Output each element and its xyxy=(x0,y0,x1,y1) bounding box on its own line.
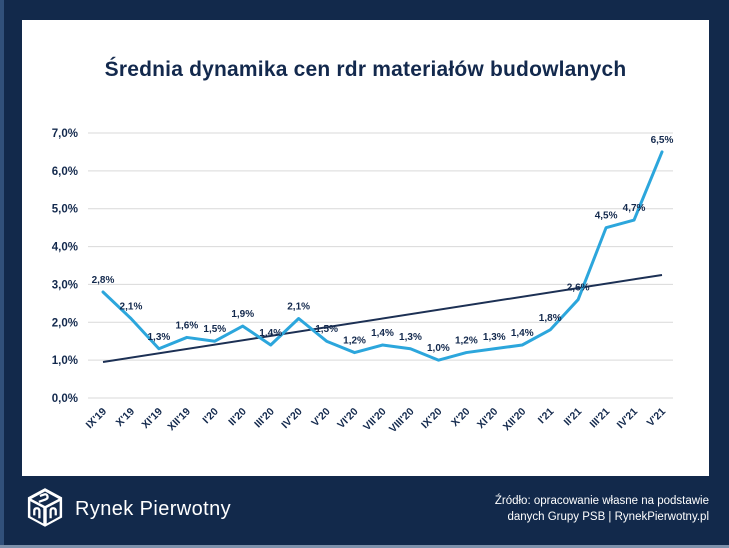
x-axis-tick-label: IX'19 xyxy=(84,406,110,432)
y-axis-tick-label: 5,0% xyxy=(52,204,78,216)
cube-logo-icon xyxy=(27,488,63,527)
data-point-label: 1,5% xyxy=(315,324,338,335)
arch-glyph-right xyxy=(49,507,57,519)
x-axis-tick-label: XII'20 xyxy=(501,406,529,434)
data-point-label: 1,9% xyxy=(231,309,254,320)
data-point-label: 1,3% xyxy=(483,332,506,343)
data-point-label: 6,5% xyxy=(651,135,674,146)
brand-logo: Rynek Pierwotny xyxy=(26,487,231,531)
data-point-label: 1,4% xyxy=(259,328,282,339)
x-axis-tick-label: III'20 xyxy=(252,406,277,431)
data-point-label: 1,3% xyxy=(399,332,422,343)
y-axis-tick-label: 7,0% xyxy=(52,128,78,140)
y-axis-tick-label: 4,0% xyxy=(52,242,78,254)
x-axis-tick-label: VI'20 xyxy=(335,406,361,432)
x-axis-tick-label: X'19 xyxy=(114,406,138,430)
x-axis-tick-label: II'21 xyxy=(562,406,585,429)
x-axis-tick-label: I'20 xyxy=(200,406,221,427)
trend-line xyxy=(102,273,663,364)
data-point-label: 4,5% xyxy=(595,211,618,222)
y-axis-tick-label: 2,0% xyxy=(52,317,78,329)
price-dynamics-chart: 7,0% 6,0% 5,0% 4,0% 3,0% 2,0% 1,0% 0,0% IX'19 X'1… xyxy=(52,128,674,436)
data-point-label: 1,6% xyxy=(175,320,198,331)
y-axis-tick-label: 3,0% xyxy=(52,279,78,291)
arch-glyph-top xyxy=(38,493,49,503)
x-axis-tick-label: X'20 xyxy=(449,406,473,430)
x-axis-tick-label: XI'20 xyxy=(475,406,501,432)
y-axis-tick-label: 0,0% xyxy=(52,393,78,405)
data-point-label: 1,5% xyxy=(203,324,226,335)
x-axis-tick-label: V'21 xyxy=(645,406,669,430)
x-axis-tick-label: V'20 xyxy=(309,406,333,430)
x-axis-tick-label: XII'19 xyxy=(165,406,193,434)
bottom-edge-accent xyxy=(0,545,729,548)
data-point-label: 2,1% xyxy=(287,302,310,313)
chart-title: Średnia dynamika cen rdr materiałów budo… xyxy=(104,58,627,81)
data-point-label: 4,7% xyxy=(623,203,646,214)
x-axis-tick-label: II'20 xyxy=(226,406,249,429)
data-point-label: 1,2% xyxy=(343,336,366,347)
data-point-label: 2,1% xyxy=(120,302,143,313)
x-axis-tick-label: III'21 xyxy=(588,406,613,431)
data-point-label: 1,2% xyxy=(455,336,478,347)
data-point-label: 1,0% xyxy=(427,343,450,354)
arch-glyph-left xyxy=(33,507,41,519)
data-point-label: 1,3% xyxy=(148,332,171,343)
data-point-label: 1,4% xyxy=(511,328,534,339)
data-point-label: 1,4% xyxy=(371,328,394,339)
source-line-2: danych Grupy PSB | RynekPierwotny.pl xyxy=(507,511,709,523)
brand-name: Rynek Pierwotny xyxy=(75,497,232,520)
source-note: Źródło: opracowanie własne na podstawie … xyxy=(495,493,709,525)
x-axis-tick-label: I'21 xyxy=(536,406,557,427)
y-axis-tick-label: 1,0% xyxy=(52,355,78,367)
data-line xyxy=(101,150,664,362)
x-axis-tick-label: VIII'20 xyxy=(387,406,417,436)
left-edge-accent xyxy=(0,0,4,548)
source-line-1: Źródło: opracowanie własne na podstawie xyxy=(494,495,709,507)
data-point-label: 2,6% xyxy=(567,283,590,294)
x-axis-tick-label: VII'20 xyxy=(361,406,389,434)
x-axis-tick-label: IX'20 xyxy=(419,406,445,432)
x-axis-tick-label: IV'20 xyxy=(279,406,305,432)
x-axis-tick-label: XI'19 xyxy=(139,406,165,432)
x-axis-tick-label: IV'21 xyxy=(615,406,641,432)
chart-card: 7,0% 6,0% 5,0% 4,0% 3,0% 2,0% 1,0% 0,0% IX'19 X'1… xyxy=(22,20,709,476)
data-point-label: 1,8% xyxy=(539,313,562,324)
data-point-label: 2,8% xyxy=(92,275,115,286)
y-axis-tick-label: 6,0% xyxy=(52,166,78,178)
footer-bar: Rynek Pierwotny Źródło: opracowanie włas… xyxy=(0,476,729,542)
